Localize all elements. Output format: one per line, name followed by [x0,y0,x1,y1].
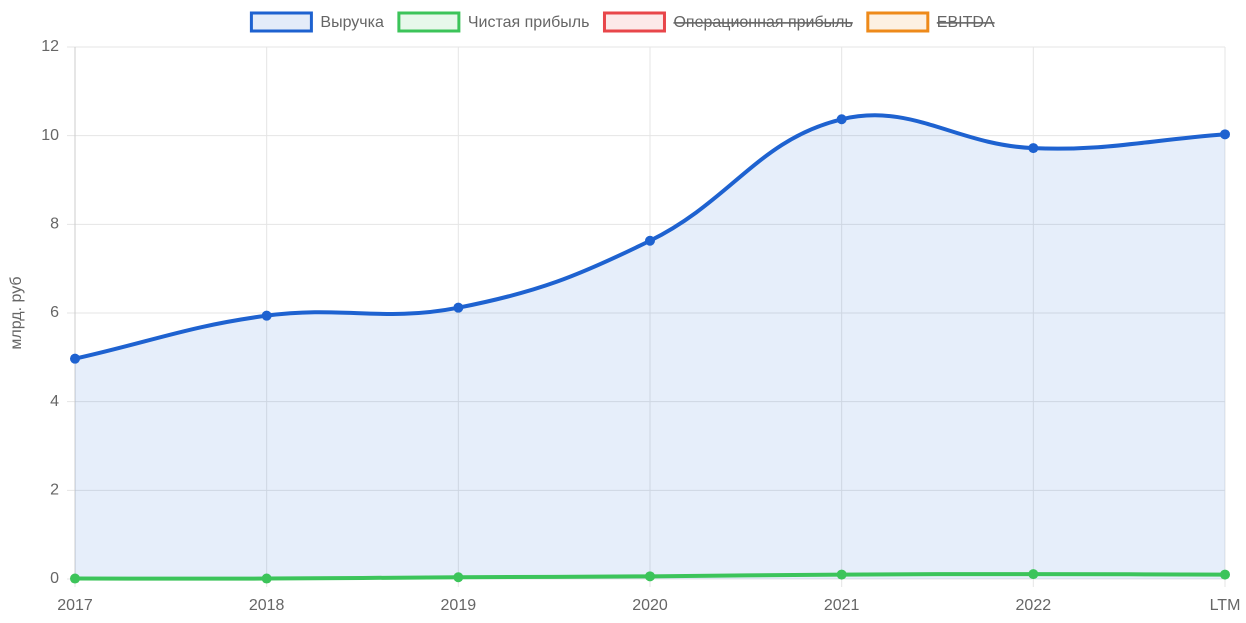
point [645,235,655,246]
y-axis-label: млрд. руб [8,276,25,349]
x-tick-label: LTM [1210,597,1241,614]
x-tick-label: 2022 [1016,597,1052,614]
point [836,569,847,580]
y-tick-label: 2 [50,482,59,499]
y-tick-label: 8 [50,216,59,233]
x-tick-label: 2018 [249,597,285,614]
legend-swatch[interactable] [866,11,930,33]
point [70,353,80,364]
x-tick-label: 2017 [57,597,93,614]
point [1028,143,1039,154]
point [261,310,272,321]
point [645,571,655,582]
x-tick-label: 2020 [632,597,668,614]
y-tick-label: 6 [50,304,59,321]
legend-swatch[interactable] [602,11,666,33]
x-tick-label: 2021 [824,597,860,614]
point [70,573,80,584]
legend-swatch[interactable] [249,11,313,33]
point [1220,129,1230,140]
legend-label[interactable]: EBITDA [937,14,995,31]
y-tick-label: 0 [50,570,59,587]
point [1220,569,1230,580]
area [75,115,1225,579]
legend-label[interactable]: Операционная прибыль [673,14,852,31]
point [1028,569,1039,580]
y-tick-label: 4 [50,393,59,410]
legend-label[interactable]: Выручка [320,14,384,31]
x-tick-label: 2019 [441,597,477,614]
point [261,573,272,584]
y-tick-label: 10 [41,127,59,144]
legend-swatch[interactable] [397,11,461,33]
y-tick-label: 12 [41,38,59,55]
legend-label[interactable]: Чистая прибыль [468,14,590,31]
point [453,302,464,313]
point [453,572,464,583]
point [836,114,847,125]
